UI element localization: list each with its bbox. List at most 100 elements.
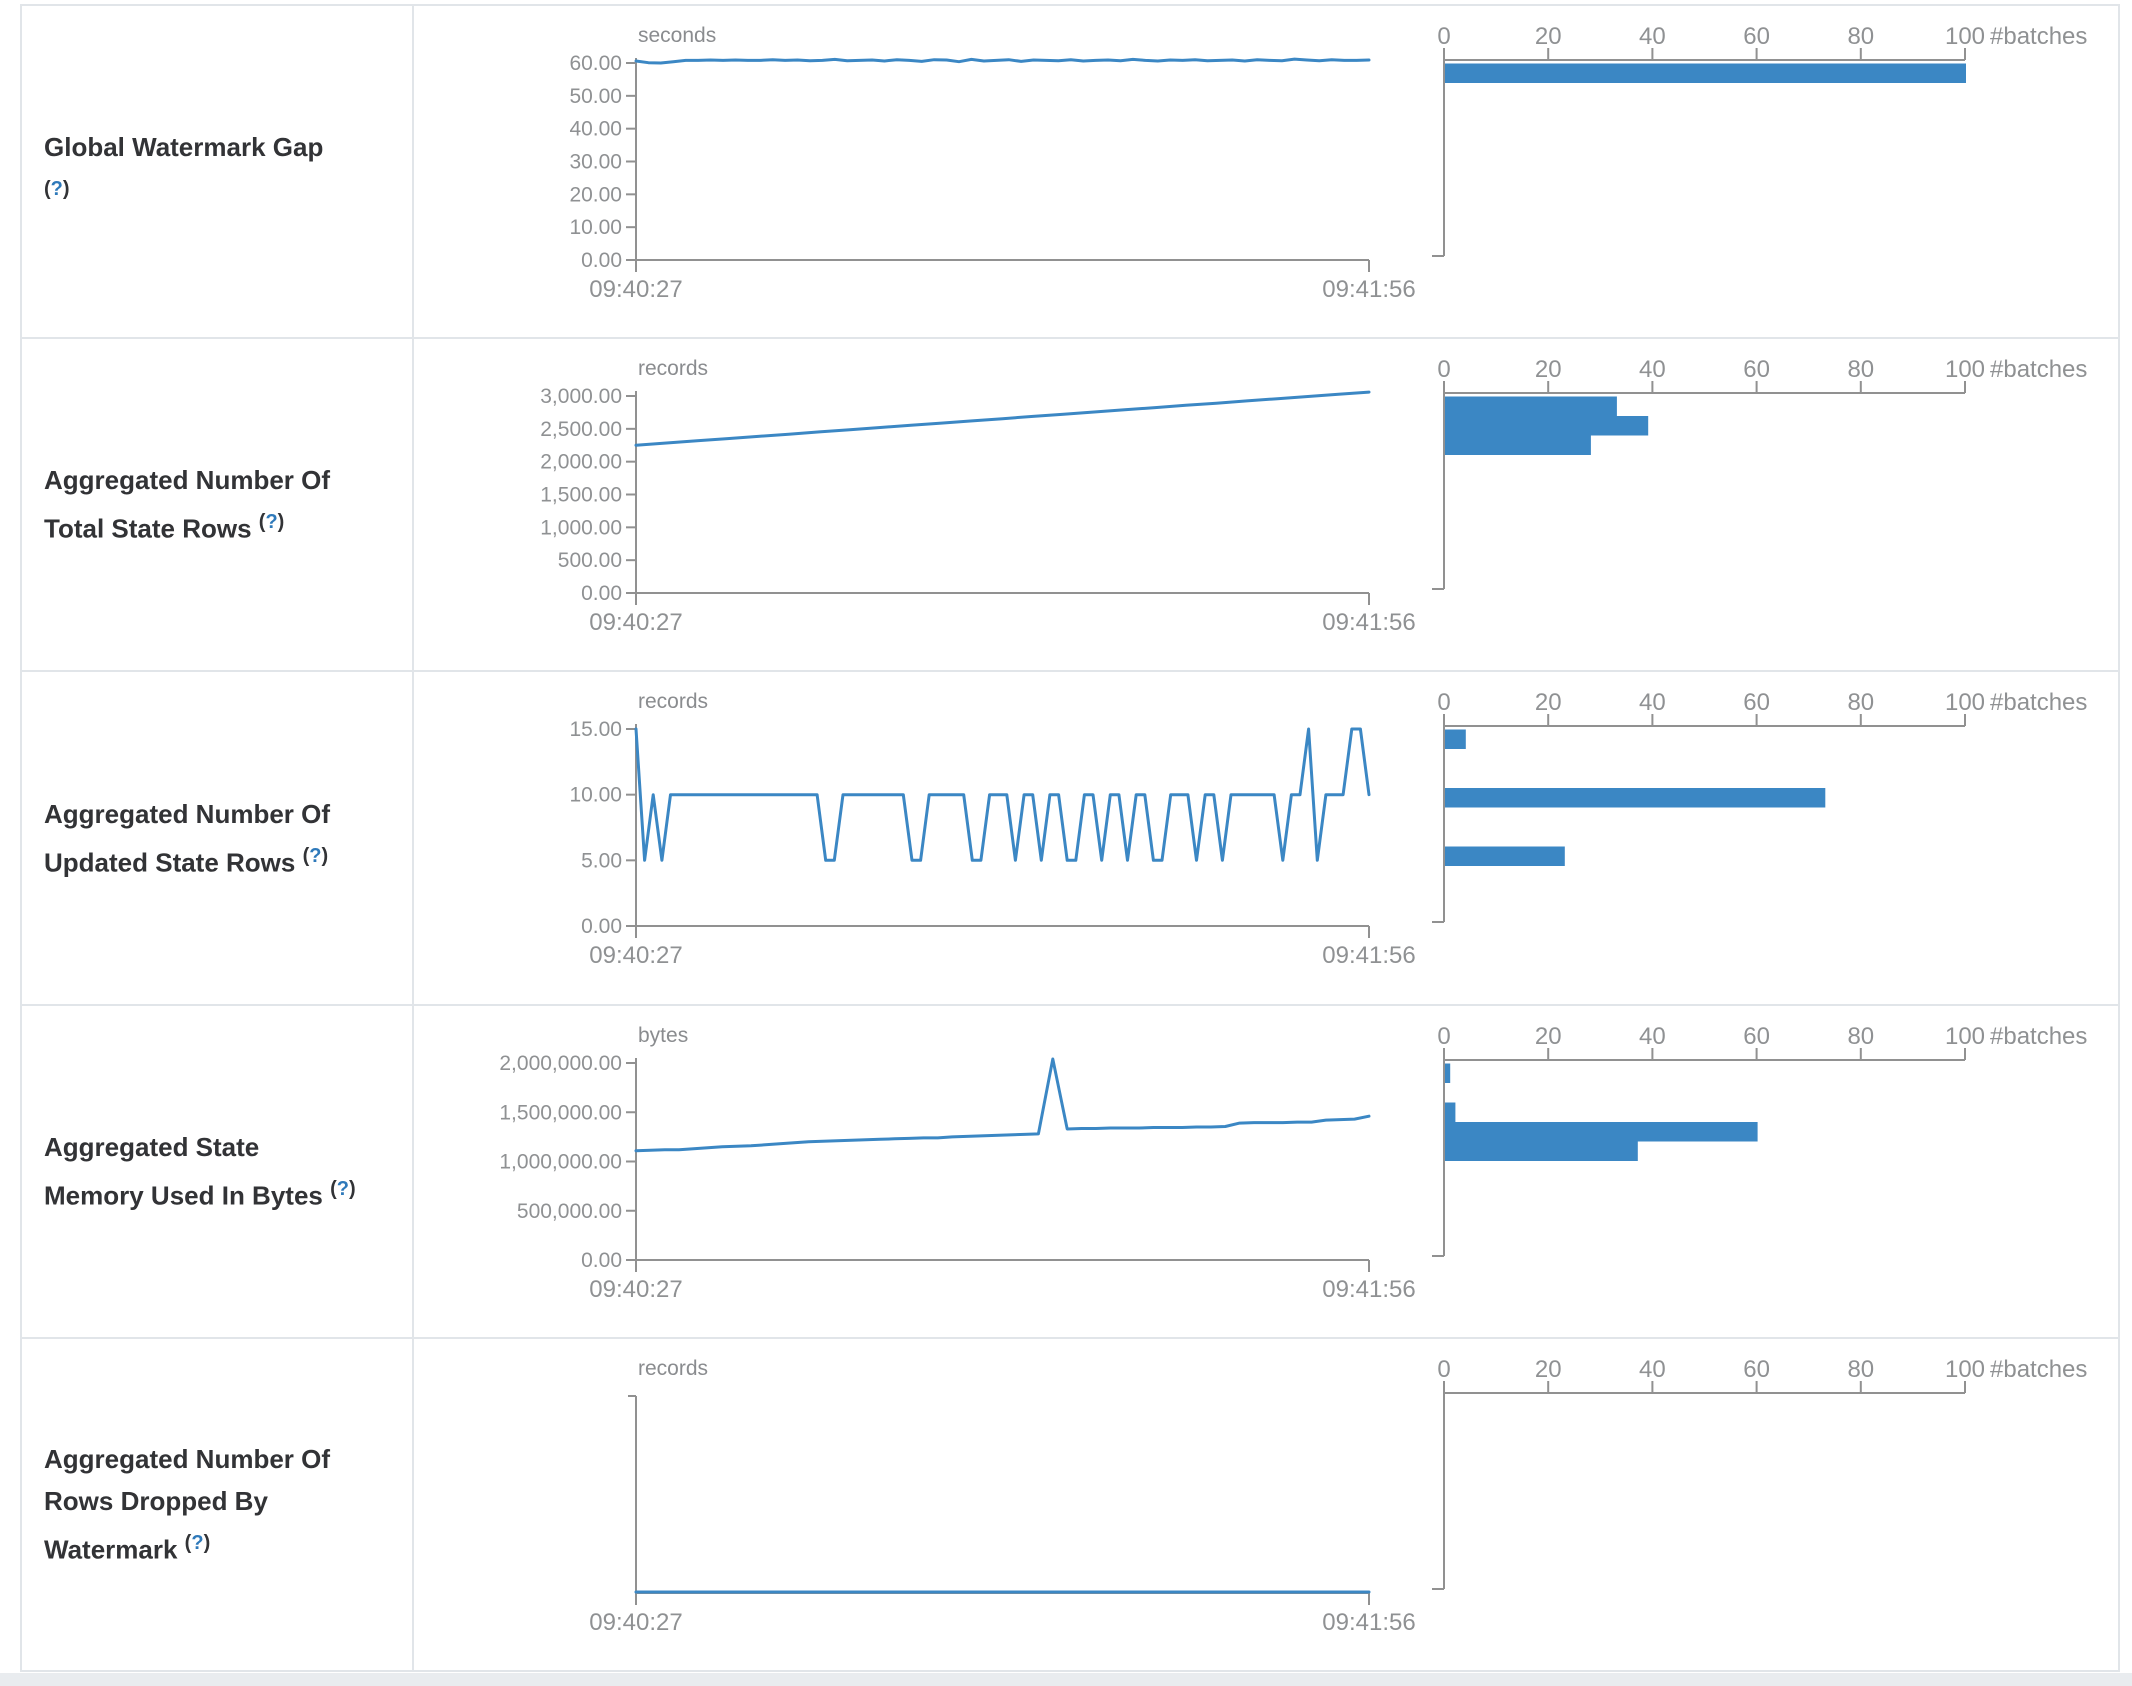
metric-label-cell: Aggregated Number Of Total State Rows (?… [20,337,414,673]
histogram-bar [1445,1063,1451,1083]
metric-label-cell: Global Watermark Gap (?) [20,3,414,340]
metric-charts-svg: records 09:40:27 09:41:56 0 20 40 60 80 100 #batc… [589,1356,2087,1636]
histogram-bar [1445,729,1466,750]
x-start-label: 09:40:27 [589,942,682,969]
metric-charts-cell: bytes 2,000,000.00 1,500,000.00 1,000,000.0… [412,1003,2120,1339]
histogram-tick-label: 80 [1847,356,1874,383]
histogram-tick-label: 20 [1535,689,1562,716]
y-tick-label: 1,500,000.00 [499,1101,622,1124]
metric-title: Aggregated State Memory Used In Bytes [44,1131,323,1211]
help-paren-open: ( [302,844,310,867]
histogram-tick-label: 40 [1639,1023,1666,1050]
timeline-chart: records 3,000.00 2,500.00 2,000.00 1,500.00 1… [540,357,1415,636]
x-start-label: 09:40:27 [589,1609,682,1636]
histogram-chart: 0 20 40 60 80 100 #batches [1432,1356,2087,1590]
histogram-tick-label: 60 [1743,689,1770,716]
timeline-data-line [634,390,1371,447]
histogram-tick-label: 80 [1847,1023,1874,1050]
histogram-tick-label: 20 [1535,1356,1562,1383]
y-tick-label: 1,000,000.00 [499,1150,622,1173]
histogram-tick-label: 80 [1847,23,1874,50]
y-tick-label: 1,500.00 [540,484,622,507]
histogram-tick-label: 0 [1437,23,1450,50]
y-tick-label: 15.00 [569,718,622,741]
help-link[interactable]: ? [336,1177,349,1200]
help-paren-close: ) [349,1177,356,1200]
y-tick-label: 500,000.00 [517,1199,622,1222]
help-link[interactable]: ? [309,844,322,867]
histogram-tick-label: 100 [1945,689,1985,716]
x-end-label: 09:41:56 [1322,609,1415,636]
histogram-tick-label: 40 [1639,356,1666,383]
histogram-tick-label: 0 [1437,356,1450,383]
y-tick-label: 0.00 [581,915,622,938]
x-end-label: 09:41:56 [1322,942,1415,969]
y-tick-label: 3,000.00 [540,385,622,408]
help-paren-open: ( [258,511,266,534]
x-end-label: 09:41:56 [1322,1276,1415,1303]
metric-label-cell: Aggregated Number Of Rows Dropped By Wat… [20,1336,414,1673]
timeline-unit-label: records [638,357,708,380]
timeline-unit-label: records [638,690,708,713]
y-tick-label: 30.00 [569,151,622,174]
page-background-strip [0,1673,2132,1686]
y-tick-label: 2,500.00 [540,418,622,441]
timeline-data-line [634,727,1371,863]
histogram-axis-label: #batches [1990,23,2087,50]
histogram-tick-label: 40 [1639,23,1666,50]
histogram-tick-label: 100 [1945,1023,1985,1050]
y-tick-label: 50.00 [569,85,622,108]
timeline-unit-label: seconds [638,24,716,47]
histogram-axis-label: #batches [1990,1356,2087,1383]
metric-title: Aggregated Number Of Rows Dropped By Wat… [44,1444,331,1565]
help-tooltip: (?) [44,178,70,200]
x-start-label: 09:40:27 [589,609,682,636]
histogram-bar [1445,1102,1456,1122]
y-tick-label: 1,000.00 [540,517,622,540]
y-tick-label: 20.00 [569,183,622,206]
timeline-data-line [634,1057,1371,1152]
timeline-chart: seconds 60.00 50.00 40.00 30.00 20.00 10.00 0.0… [569,24,1415,303]
help-tooltip: (?) [185,1532,211,1554]
metric-label: Aggregated Number Of Total State Rows (?… [44,459,356,550]
metric-label: Aggregated Number Of Updated State Rows … [44,793,356,884]
y-tick-label: 60.00 [569,52,622,75]
histogram-tick-label: 100 [1945,1356,1985,1383]
help-paren-close: ) [277,511,285,534]
histogram-tick-label: 60 [1743,356,1770,383]
metric-charts-cell: records 15.00 10.00 5.00 0.00 09:40:27 09:41:5… [412,670,2120,1006]
metric-title: Global Watermark Gap [44,132,324,163]
y-tick-label: 2,000,000.00 [499,1052,622,1075]
timeline-chart: records 09:40:27 09:41:56 [589,1357,1415,1636]
histogram-bar [1445,63,1966,83]
help-tooltip: (?) [259,511,285,533]
y-tick-label: 2,000.00 [540,451,622,474]
histogram-tick-label: 40 [1639,1356,1666,1383]
y-tick-label: 0.00 [581,249,622,272]
x-start-label: 09:40:27 [589,1276,682,1303]
timeline-unit-label: bytes [638,1024,688,1047]
metric-charts-cell: seconds 60.00 50.00 40.00 30.00 20.00 10.00 0.0… [412,3,2120,340]
metric-charts-cell: records 09:40:27 09:41:56 0 20 40 60 80 100 #batc… [412,1336,2120,1673]
histogram-tick-label: 0 [1437,1356,1450,1383]
timeline-data-line [634,57,1371,65]
histogram-tick-label: 20 [1535,356,1562,383]
help-link[interactable]: ? [265,511,278,534]
y-tick-label: 500.00 [558,549,622,572]
help-link[interactable]: ? [191,1532,204,1555]
histogram-tick-label: 60 [1743,23,1770,50]
histogram-tick-label: 100 [1945,356,1985,383]
histogram-chart: 0 20 40 60 80 100 #batches [1432,356,2087,591]
histogram-tick-label: 0 [1437,689,1450,716]
metric-title: Aggregated Number Of Total State Rows [44,465,331,545]
metric-row-4: Aggregated Number Of Rows Dropped By Wat… [20,1336,2120,1673]
help-paren-close: ) [321,844,329,867]
histogram-bar [1445,846,1565,867]
histogram-axis-label: #batches [1990,689,2087,716]
y-tick-label: 0.00 [581,582,622,605]
help-paren-open: ( [184,1532,192,1555]
help-link[interactable]: ? [50,178,63,201]
histogram-chart: 0 20 40 60 80 100 #batches [1432,689,2087,924]
metric-label-cell: Aggregated Number Of Updated State Rows … [20,670,414,1006]
histogram-tick-label: 20 [1535,1023,1562,1050]
